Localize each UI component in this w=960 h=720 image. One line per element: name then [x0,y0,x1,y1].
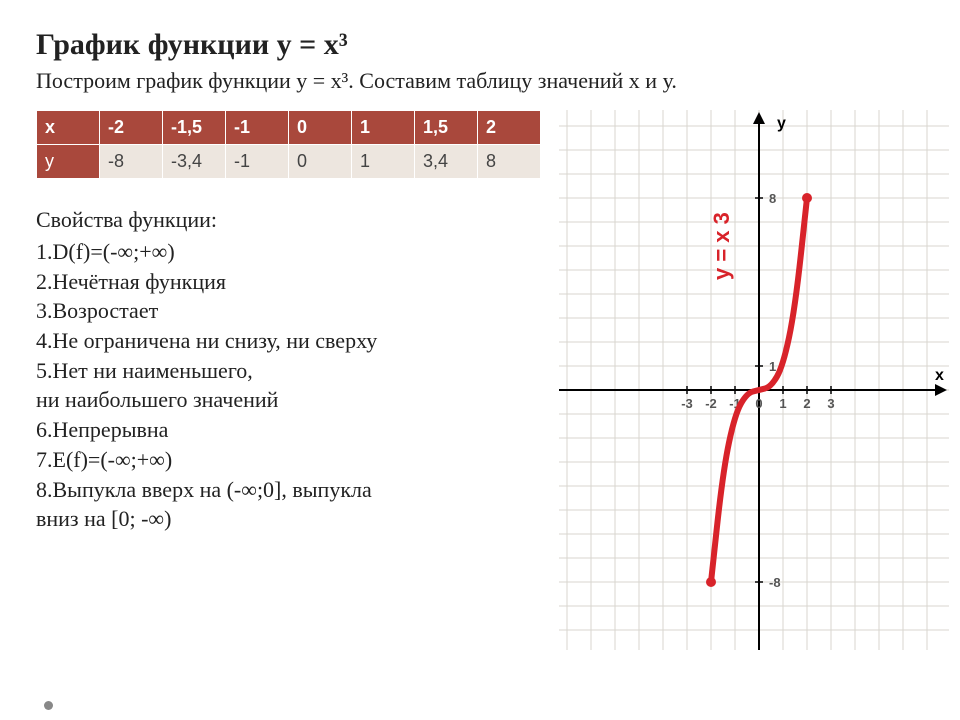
property-line: ни наибольшего значений [36,385,541,415]
svg-text:y: y [777,115,786,132]
properties-list: 1.D(f)=(-∞;+∞)2.Нечётная функция3.Возрос… [36,237,541,534]
svg-text:-2: -2 [705,396,717,411]
table-cell: -3,4 [163,145,226,179]
property-line: 1.D(f)=(-∞;+∞) [36,237,541,267]
table-cell: 0 [289,145,352,179]
properties-heading: Свойства функции: [36,207,541,233]
table-cell: 8 [478,145,541,179]
table-cell: 2 [478,111,541,145]
table-cell: 3,4 [415,145,478,179]
table-cell: 1,5 [415,111,478,145]
property-line: вниз на [0; -∞) [36,504,541,534]
cubic-chart: yx-3-2-10123-818y = x 3 [559,110,949,650]
property-line: 5.Нет ни наименьшего, [36,356,541,386]
table-cell: 0 [289,111,352,145]
property-line: 4.Не ограничена ни снизу, ни сверху [36,326,541,356]
svg-text:x: x [935,367,944,384]
table-cell: -1 [226,111,289,145]
table-cell: x [37,111,100,145]
svg-text:2: 2 [803,396,810,411]
svg-text:1: 1 [779,396,786,411]
page-title: График функции у = х³ [36,28,924,62]
table-cell: -1,5 [163,111,226,145]
property-line: 3.Возростает [36,296,541,326]
content-row: x-2-1,5-1011,52 y-8-3,4-1013,48 Свойства… [36,110,924,650]
table-cell: 1 [352,145,415,179]
slide-bullet-icon [44,701,53,710]
svg-text:-8: -8 [769,575,781,590]
left-column: x-2-1,5-1011,52 y-8-3,4-1013,48 Свойства… [36,110,541,534]
svg-text:-3: -3 [681,396,693,411]
property-line: 8.Выпукла вверх на (-∞;0], выпукла [36,475,541,505]
table-cell: -8 [100,145,163,179]
property-line: 2.Нечётная функция [36,267,541,297]
value-table: x-2-1,5-1011,52 y-8-3,4-1013,48 [36,110,541,179]
table-cell: 1 [352,111,415,145]
svg-text:1: 1 [769,359,776,374]
table-cell: -1 [226,145,289,179]
property-line: 7.E(f)=(-∞;+∞) [36,445,541,475]
table-cell: y [37,145,100,179]
table-cell: -2 [100,111,163,145]
svg-text:y = x 3: y = x 3 [709,212,734,280]
page-subtitle: Построим график функции у = х³. Составим… [36,68,924,94]
svg-text:3: 3 [827,396,834,411]
svg-text:8: 8 [769,191,776,206]
property-line: 6.Непрерывна [36,415,541,445]
svg-text:0: 0 [755,396,762,411]
